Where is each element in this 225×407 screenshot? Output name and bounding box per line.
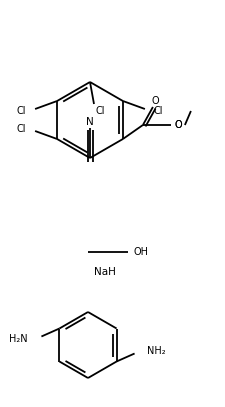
- Text: NH₂: NH₂: [146, 346, 165, 357]
- Text: Cl: Cl: [17, 124, 26, 134]
- Text: Cl: Cl: [17, 106, 26, 116]
- Text: O: O: [174, 120, 182, 130]
- Text: O: O: [151, 96, 159, 106]
- Text: OH: OH: [133, 247, 148, 257]
- Text: O: O: [174, 120, 182, 130]
- Text: Cl: Cl: [96, 106, 106, 116]
- Text: H₂N: H₂N: [9, 333, 27, 344]
- Text: NaH: NaH: [94, 267, 116, 277]
- Text: Cl: Cl: [154, 106, 163, 116]
- Text: N: N: [86, 117, 94, 127]
